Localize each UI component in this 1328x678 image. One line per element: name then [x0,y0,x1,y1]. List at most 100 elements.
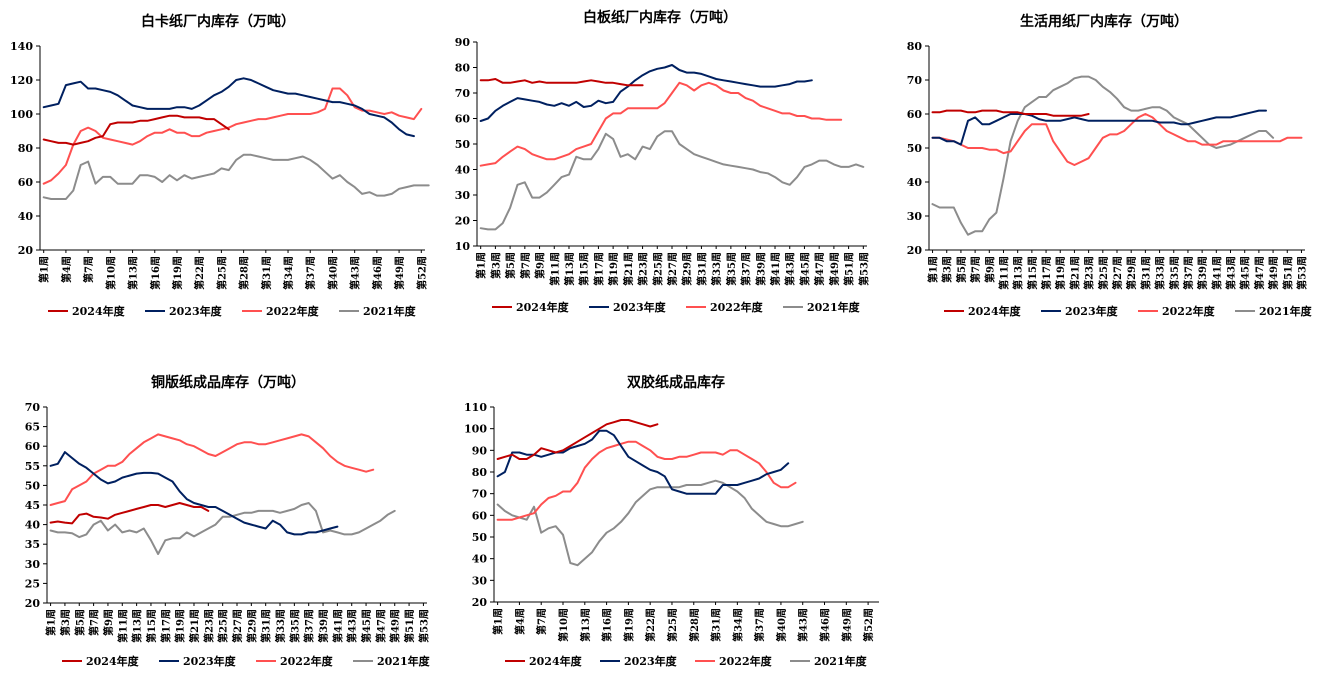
x-tick-label: 第47周 [374,609,387,643]
x-tick-label: 第41周 [769,252,782,286]
legend-label-2024: 2024年度 [516,300,570,314]
x-tick-label: 第3周 [941,256,954,283]
series-line-2024 [479,78,644,87]
x-tick-label: 第29周 [681,252,694,286]
x-tick-label: 第13周 [131,609,144,643]
series-line-2024 [496,419,659,460]
x-tick-label: 第37周 [1182,256,1195,290]
x-tick-label: 第16周 [601,608,614,642]
y-tick-label: 10 [455,240,471,253]
x-tick-label: 第52周 [415,256,428,290]
y-tick-label: 110 [464,401,487,414]
chart-title: 铜版纸成品库存（万吨） [151,374,305,391]
legend-label-2022: 2022年度 [266,304,320,318]
x-tick-label: 第51周 [1281,256,1294,290]
x-tick-label: 第43周 [346,609,359,643]
x-tick-label: 第19周 [174,609,187,643]
x-tick-label: 第3周 [59,609,72,636]
x-tick-label: 第46周 [819,608,832,642]
legend-label-2024: 2024年度 [968,304,1022,318]
legend-label-2022: 2022年度 [710,300,764,314]
x-tick-label: 第49周 [389,609,402,643]
y-tick-label: 80 [455,62,471,75]
y-tick-label: 25 [25,577,40,590]
x-tick-label: 第21周 [1068,256,1081,290]
y-tick-label: 50 [455,138,471,151]
series-line-2024 [42,114,230,146]
x-tick-label: 第35周 [1168,256,1181,290]
series-line-2023 [42,77,415,138]
chart-4: 铜版纸成品库存（万吨）2025303540455055606570第1周 第3周第… [25,374,431,668]
y-tick-label: 80 [907,40,923,53]
x-tick-label: 第53周 [857,252,870,286]
x-tick-label: 第1周 [45,609,58,636]
x-tick-label: 第23周 [637,252,650,286]
legend-label-2022: 2022年度 [719,654,773,668]
x-tick-label: 第22周 [193,256,206,290]
series-line-2021 [479,130,865,231]
x-tick-label: 第37周 [740,252,753,286]
y-tick-label: 55 [25,460,40,473]
x-tick-label: 第34周 [282,256,295,290]
chart-1: 白卡纸厂内库存（万吨） 20 40 60 80 100 120 140 第1周 第4周 第7周 第10… [10,13,430,318]
x-tick-label: 第13周 [127,256,140,290]
y-tick-label: 40 [455,164,471,177]
chart-title: 双胶纸成品库存 [627,374,725,391]
legend-label-2021: 2021年度 [814,654,868,668]
series-line-2021 [496,479,804,567]
legend-label-2024: 2024年度 [529,654,583,668]
series-line-2022 [49,433,375,506]
x-tick-label: 第27周 [1111,256,1124,290]
y-tick-label: 80 [472,466,488,479]
x-tick-label: 第17周 [1040,256,1053,290]
x-tick-label: 第3周 [489,252,502,279]
y-tick-label: 90 [455,36,471,49]
x-tick-label: 第43周 [797,608,810,642]
y-tick-label: 60 [25,440,41,453]
legend-label-2021: 2021年度 [1259,304,1313,318]
x-tick-label: 第15周 [145,609,158,643]
x-tick-label: 第27周 [666,252,679,286]
legend-label-2023: 2023年度 [183,654,237,668]
y-tick-label: 60 [18,176,34,189]
x-tick-label: 第47周 [1253,256,1266,290]
legend-label-2022: 2022年度 [280,654,334,668]
x-tick-label: 第7周 [969,256,982,283]
x-tick-label: 第43周 [1225,256,1238,290]
x-tick-label: 第15周 [578,252,591,286]
y-tick-label: 60 [907,108,923,121]
x-tick-label: 第31周 [695,252,708,286]
series-line-2024 [931,109,1090,117]
x-tick-label: 第31周 [710,608,723,642]
x-tick-label: 第7周 [535,608,548,635]
x-tick-label: 第46周 [371,256,384,290]
y-tick-label: 20 [18,244,34,257]
x-tick-label: 第39周 [754,252,767,286]
x-tick-label: 第22周 [644,608,657,642]
x-tick-label: 第5周 [504,252,517,279]
x-tick-label: 第33周 [710,252,723,286]
series-line-2023 [49,451,339,536]
y-tick-label: 60 [455,113,471,126]
y-tick-label: 45 [25,499,40,512]
x-tick-label: 第13周 [563,252,576,286]
x-tick-label: 第21周 [622,252,635,286]
x-tick-label: 第21周 [188,609,201,643]
x-tick-label: 第28周 [688,608,701,642]
x-tick-label: 第4周 [513,608,526,635]
x-tick-label: 第35周 [288,609,301,643]
chart-title: 白板纸厂内库存（万吨） [583,9,737,26]
series-line-2021 [49,502,396,555]
x-tick-label: 第1周 [38,256,51,283]
y-tick-label: 100 [464,423,487,436]
x-tick-label: 第35周 [725,252,738,286]
x-tick-label: 第28周 [238,256,251,290]
legend-label-2021: 2021年度 [377,654,431,668]
x-tick-label: 第34周 [731,608,744,642]
x-tick-label: 第19周 [607,252,620,286]
x-tick-label: 第33周 [274,609,287,643]
x-tick-label: 第47周 [813,252,826,286]
x-tick-label: 第5周 [73,609,86,636]
x-tick-label: 第11周 [116,609,129,643]
legend-label-2023: 2023年度 [613,300,667,314]
